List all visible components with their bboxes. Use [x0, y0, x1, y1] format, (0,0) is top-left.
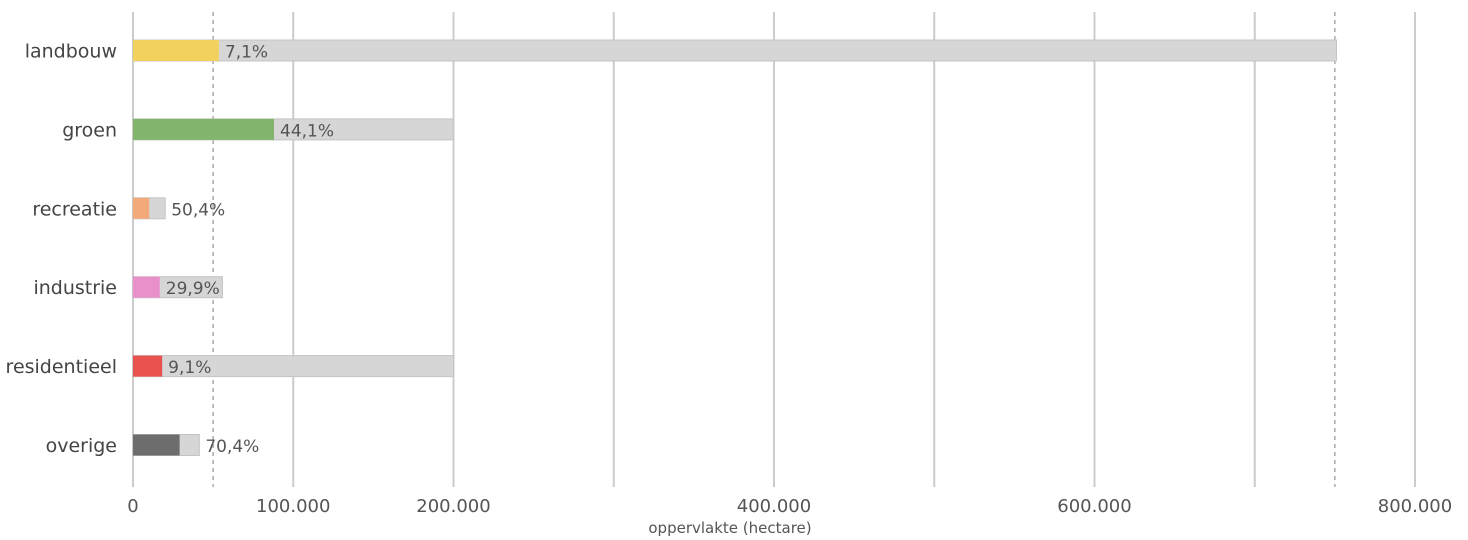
bar-share-industrie — [133, 276, 160, 298]
x-tick-label-2: 200.000 — [416, 496, 490, 517]
data-label-overige: 70,4% — [205, 437, 259, 457]
category-label-overige: overige — [46, 435, 117, 457]
category-label-groen: groen — [62, 119, 117, 141]
data-label-groen: 44,1% — [280, 121, 334, 141]
bar-share-overige — [133, 434, 180, 456]
data-label-recreatie: 50,4% — [171, 200, 225, 220]
x-axis-title: oppervlakte (hectare) — [648, 519, 811, 537]
bars-group — [132, 39, 1337, 456]
data-label-landbouw: 7,1% — [225, 43, 268, 63]
data-label-industrie: 29,9% — [166, 279, 220, 299]
bar-share-recreatie — [133, 197, 150, 219]
data-label-residentieel: 9,1% — [168, 358, 211, 378]
labels-group: landbouw 7,1% groen 44,1% recreatie 50,4% indu… — [6, 41, 1453, 518]
x-tick-label-8: 800.000 — [1378, 496, 1452, 517]
bar-total-landbouw — [132, 39, 1337, 62]
category-label-landbouw: landbouw — [25, 41, 117, 63]
bar-share-residentieel — [133, 355, 163, 377]
x-tick-label-0: 0 — [127, 496, 138, 517]
bar-share-landbouw — [133, 40, 219, 61]
category-label-residentieel: residentieel — [6, 356, 117, 378]
x-tick-label-4: 400.000 — [737, 496, 811, 517]
x-tick-label-1: 100.000 — [256, 496, 330, 517]
category-label-recreatie: recreatie — [32, 198, 117, 220]
category-label-industrie: industrie — [33, 277, 117, 299]
gridlines-group — [132, 12, 1416, 487]
x-tick-label-6: 600.000 — [1057, 496, 1131, 517]
bar-share-groen — [133, 118, 275, 140]
